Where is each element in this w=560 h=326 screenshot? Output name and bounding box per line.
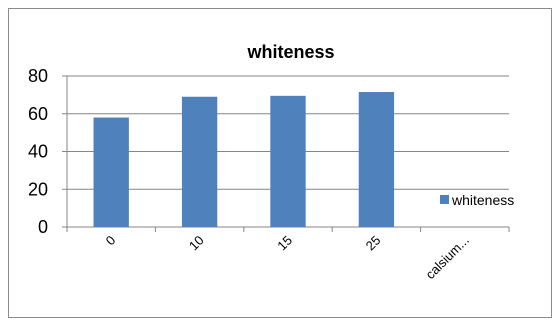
x-tick-label: 0 bbox=[103, 233, 119, 249]
x-tick-label: 15 bbox=[274, 233, 295, 254]
legend-label: whiteness bbox=[451, 192, 514, 208]
bar bbox=[270, 95, 306, 227]
y-tick-label: 60 bbox=[28, 104, 48, 124]
y-tick-labels: 0 20 40 60 80 bbox=[28, 66, 48, 237]
y-tick-label: 40 bbox=[28, 142, 48, 162]
chart-title: whiteness bbox=[246, 42, 334, 62]
y-tick-label: 20 bbox=[28, 179, 48, 199]
bar bbox=[181, 96, 218, 227]
x-tick-label: 10 bbox=[186, 233, 207, 254]
bars bbox=[93, 92, 395, 227]
legend-swatch bbox=[440, 195, 449, 204]
x-tick-label: 25 bbox=[363, 233, 384, 254]
x-tick-labels: 0 10 15 25 calsium... bbox=[103, 233, 472, 282]
bar bbox=[358, 92, 395, 227]
x-tick-label: calsium... bbox=[422, 233, 471, 282]
legend: whiteness bbox=[440, 192, 514, 208]
bar bbox=[93, 117, 129, 227]
y-tick-label: 80 bbox=[28, 66, 48, 86]
y-tick-label: 0 bbox=[38, 217, 48, 237]
